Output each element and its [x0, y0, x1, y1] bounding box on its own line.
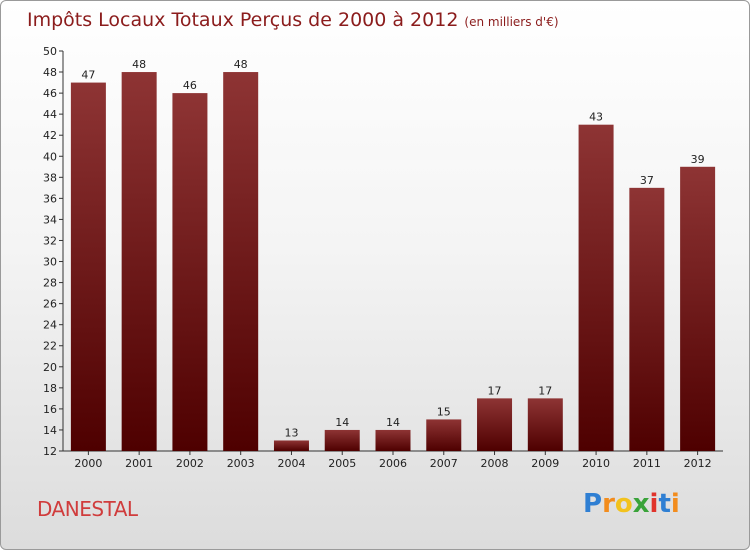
x-tick-label: 2012 [684, 457, 712, 470]
bar [629, 187, 665, 451]
y-tick-label: 18 [43, 382, 57, 395]
x-tick-label: 2006 [379, 457, 407, 470]
y-tick-label: 44 [43, 108, 57, 121]
commune-name: DANESTAL [37, 497, 138, 521]
bar [324, 429, 360, 451]
data-label: 17 [538, 384, 552, 397]
bar [477, 398, 513, 451]
chart-unit-note: (en milliers d'€) [464, 15, 559, 29]
data-label: 48 [234, 58, 248, 71]
data-label: 46 [183, 79, 197, 92]
y-tick-label: 40 [43, 150, 57, 163]
data-label: 13 [284, 426, 298, 439]
x-tick-label: 2003 [227, 457, 255, 470]
x-tick-label: 2007 [430, 457, 458, 470]
data-label: 48 [132, 58, 146, 71]
data-label: 15 [437, 405, 451, 418]
y-tick-label: 50 [43, 45, 57, 58]
proxiti-logo: Proxiti [583, 489, 680, 519]
y-tick-label: 46 [43, 87, 57, 100]
chart-y-ticks: 12 14 16 18 20 22 24 26 28 30 32 34 36 38 40 42 44 46 48 50 [43, 45, 63, 458]
chart-axes [62, 51, 723, 452]
chart-title: Impôts Locaux Totaux Perçus de 2000 à 20… [27, 9, 559, 31]
y-tick-label: 24 [43, 319, 57, 332]
x-tick-label: 2010 [582, 457, 610, 470]
bar [70, 82, 106, 451]
y-tick-label: 42 [43, 129, 57, 142]
y-tick-label: 30 [43, 256, 57, 269]
y-tick-label: 22 [43, 340, 57, 353]
x-tick-label: 2000 [74, 457, 102, 470]
bar [680, 166, 716, 451]
y-tick-label: 38 [43, 171, 57, 184]
logo-letter: r [602, 489, 615, 519]
data-label: 37 [640, 174, 654, 187]
x-tick-label: 2002 [176, 457, 204, 470]
y-tick-label: 34 [43, 213, 57, 226]
y-tick-label: 28 [43, 277, 57, 290]
data-label: 14 [386, 416, 400, 429]
logo-letter: i [649, 489, 659, 519]
data-label: 43 [589, 111, 603, 124]
chart-data-labels: 47 48 46 48 13 14 14 15 17 17 43 37 39 [81, 58, 704, 439]
logo-letter: t [658, 489, 671, 519]
y-tick-label: 26 [43, 298, 57, 311]
data-label: 14 [335, 416, 349, 429]
bar [426, 419, 462, 451]
bar [375, 429, 411, 451]
bar [273, 440, 309, 451]
logo-letter: i [670, 489, 680, 519]
chart-bars [70, 72, 716, 452]
x-tick-label: 2011 [633, 457, 661, 470]
bar [578, 124, 614, 452]
bar [172, 93, 208, 452]
data-label: 39 [691, 153, 705, 166]
x-tick-label: 2001 [125, 457, 153, 470]
data-label: 47 [81, 69, 95, 82]
logo-letter: x [632, 489, 650, 519]
bar [527, 398, 563, 451]
bar [121, 72, 157, 451]
y-tick-label: 12 [43, 445, 57, 458]
data-label: 17 [488, 384, 502, 397]
y-tick-label: 14 [43, 424, 57, 437]
chart-title-text: Impôts Locaux Totaux Perçus de 2000 à 20… [27, 9, 459, 31]
x-tick-label: 2005 [328, 457, 356, 470]
x-tick-label: 2009 [531, 457, 559, 470]
chart-x-ticks: 2000 2001 2002 2003 2004 2005 2006 2007 2008 2009… [74, 451, 712, 470]
x-tick-label: 2008 [481, 457, 509, 470]
x-tick-label: 2004 [277, 457, 305, 470]
y-tick-label: 16 [43, 403, 57, 416]
bar [223, 72, 259, 451]
y-tick-label: 32 [43, 234, 57, 247]
y-tick-label: 20 [43, 361, 57, 374]
logo-letter: o [614, 489, 633, 519]
logo-letter: P [583, 489, 603, 519]
y-tick-label: 48 [43, 66, 57, 79]
y-tick-label: 36 [43, 192, 57, 205]
